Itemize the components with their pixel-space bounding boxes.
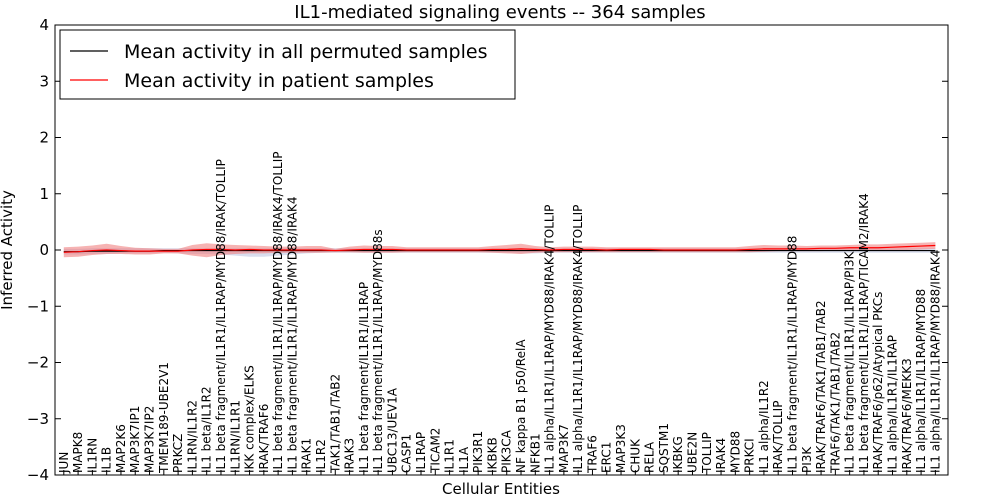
x-tick-label: IL1 alpha/IL1R1/IL1RAP/MYD88/IRAK4: [928, 250, 942, 473]
x-tick-label: IL1A: [457, 446, 471, 473]
y-tick-label: −4: [27, 466, 49, 484]
x-tick-label: IL1 beta fragment/IL1R1/IL1RAP/TICAM2/IR…: [857, 193, 871, 473]
x-tick-label: PIK3R1: [471, 431, 485, 473]
x-tick-label: IRAK3: [343, 438, 357, 473]
x-tick-label: PRKCI: [743, 438, 757, 473]
x-tick-label: IL1 beta fragment/IL1R1/IL1RAP/MYD88/IRA…: [285, 196, 299, 473]
x-tick-label: MAPK8: [71, 432, 85, 473]
y-axis-ticks: −4 −3 −2 −1 0 1 2 3 4: [27, 16, 948, 484]
x-tick-label: MAP3K7IP1: [128, 406, 142, 473]
x-tick-label: IL1RAP: [414, 432, 428, 473]
x-tick-label: JUN: [57, 452, 71, 474]
x-tick-label: IRAK/TRAF6/MEKK3: [900, 358, 914, 473]
x-tick-label: IL1 beta/IL1R2: [200, 386, 214, 473]
x-tick-label: MAP3K3: [614, 424, 628, 473]
y-tick-label: 4: [39, 16, 49, 34]
x-tick-label: IL1 beta fragment/IL1R1/IL1RAP/MYD88/IRA…: [214, 159, 228, 473]
x-tick-label: TICAM2: [428, 428, 442, 474]
legend-box: [59, 29, 516, 100]
plot-frame: [54, 24, 949, 476]
x-tick-label: IL1RN/IL1R1: [228, 400, 242, 473]
x-tick-label: UBC13/UEV1A: [385, 387, 399, 473]
x-tick-label: PI3K: [800, 446, 814, 473]
x-tick-label: TRAF6/TAK1/TAB1/TAB2: [828, 332, 842, 474]
legend-label-patient: Mean activity in patient samples: [124, 70, 434, 92]
x-tick-label: IL1 alpha/IL1R2: [757, 380, 771, 473]
x-tick-label: IL1R2: [314, 439, 328, 473]
x-tick-label: IRAK/TRAF6/TAK1/TAB1/TAB2: [814, 300, 828, 473]
x-tick-label: IL1 beta fragment/IL1R1/IL1RAP: [357, 282, 371, 473]
y-tick-label: −2: [27, 354, 49, 372]
x-tick-label: NFKB1: [528, 433, 542, 473]
series-line-1: [63, 244, 936, 253]
x-tick-label: TOLLIP: [700, 432, 714, 474]
y-tick-label: 3: [39, 72, 49, 90]
x-tick-label: IKBKG: [671, 436, 685, 473]
x-tick-label: TMEM189-UBE2V1: [157, 362, 171, 474]
x-tick-label: IL1 alpha/IL1R1/IL1RAP/MYD88/IRAK4/TOLLI…: [571, 205, 585, 473]
x-axis-label: Cellular Entities: [442, 480, 560, 498]
x-axis-ticks: JUN MAPK8 IL1RN IL1B MAP2K6 MAP3K7IP1 MAP3K7IP…: [57, 152, 942, 475]
series-lines: [63, 244, 936, 253]
x-tick-label: IL1 beta fragment/IL1R1/IL1RAP/MYD88s: [371, 229, 385, 473]
x-tick-label: IKBKB: [485, 437, 499, 473]
x-tick-label: IL1R1: [443, 439, 457, 473]
x-tick-label: IRAK/TOLLIP: [771, 401, 785, 473]
y-tick-label: −1: [27, 297, 49, 315]
y-tick-label: −3: [27, 410, 49, 428]
x-tick-label: IL1RN: [85, 438, 99, 473]
y-tick-label: 1: [39, 185, 49, 203]
x-tick-label: TRAF6: [585, 435, 599, 474]
x-tick-label: IL1 alpha/IL1R1/IL1RAP: [886, 335, 900, 473]
x-tick-label: PRKCZ: [171, 434, 185, 473]
legend-label-permuted: Mean activity in all permuted samples: [124, 41, 487, 63]
x-tick-label: IL1 beta fragment/IL1R1/IL1RAP/MYD88: [785, 236, 799, 473]
x-tick-label: RELA: [643, 441, 657, 473]
x-tick-label: PIK3CA: [500, 429, 514, 473]
x-tick-label: SQSTM1: [657, 423, 671, 473]
x-tick-label: IRAK/TRAF6: [257, 404, 271, 473]
x-tick-label: IL1 alpha/IL1R1/IL1RAP/MYD88/IRAK4/TOLLI…: [543, 205, 557, 473]
y-axis-label: Inferred Activity: [0, 190, 16, 310]
x-tick-label: IRAK4: [714, 438, 728, 473]
series-line-0: [63, 249, 936, 253]
y-tick-label: 0: [39, 241, 49, 259]
y-tick-label: 2: [39, 129, 49, 147]
x-tick-label: IRAK/TRAF6/p62/Atypical PKCs: [871, 292, 885, 473]
x-tick-label: IL1 alpha/IL1R1/IL1RAP/MYD88: [914, 289, 928, 473]
x-tick-label: IRAK1: [300, 438, 314, 473]
x-tick-label: MAP3K7IP2: [143, 406, 157, 473]
x-tick-label: MAP3K7: [557, 424, 571, 473]
x-tick-label: IL1RN/IL1R2: [185, 400, 199, 473]
x-tick-label: MAP2K6: [114, 424, 128, 473]
x-tick-label: TAK1/TAB1/TAB2: [328, 374, 342, 474]
x-tick-label: IKK complex/ELKS: [243, 365, 257, 473]
x-tick-label: IL1B: [100, 447, 114, 473]
x-tick-label: CASP1: [400, 434, 414, 473]
x-tick-label: CHUK: [628, 438, 642, 473]
chart-title: IL1-mediated signaling events -- 364 sam…: [294, 2, 705, 23]
x-tick-label: UBE2N: [685, 432, 699, 473]
x-tick-label: ERC1: [600, 442, 614, 473]
x-tick-label: IL1 beta fragment/IL1R1/IL1RAP/PI3K: [843, 250, 857, 473]
legend: Mean activity in all permuted samples Me…: [59, 29, 516, 100]
x-tick-label: MYD88: [728, 431, 742, 473]
x-tick-label: IL1 beta fragment/IL1R1/IL1RAP/MYD88/IRA…: [271, 152, 285, 473]
x-tick-label: NF kappa B1 p50/RelA: [514, 339, 528, 473]
